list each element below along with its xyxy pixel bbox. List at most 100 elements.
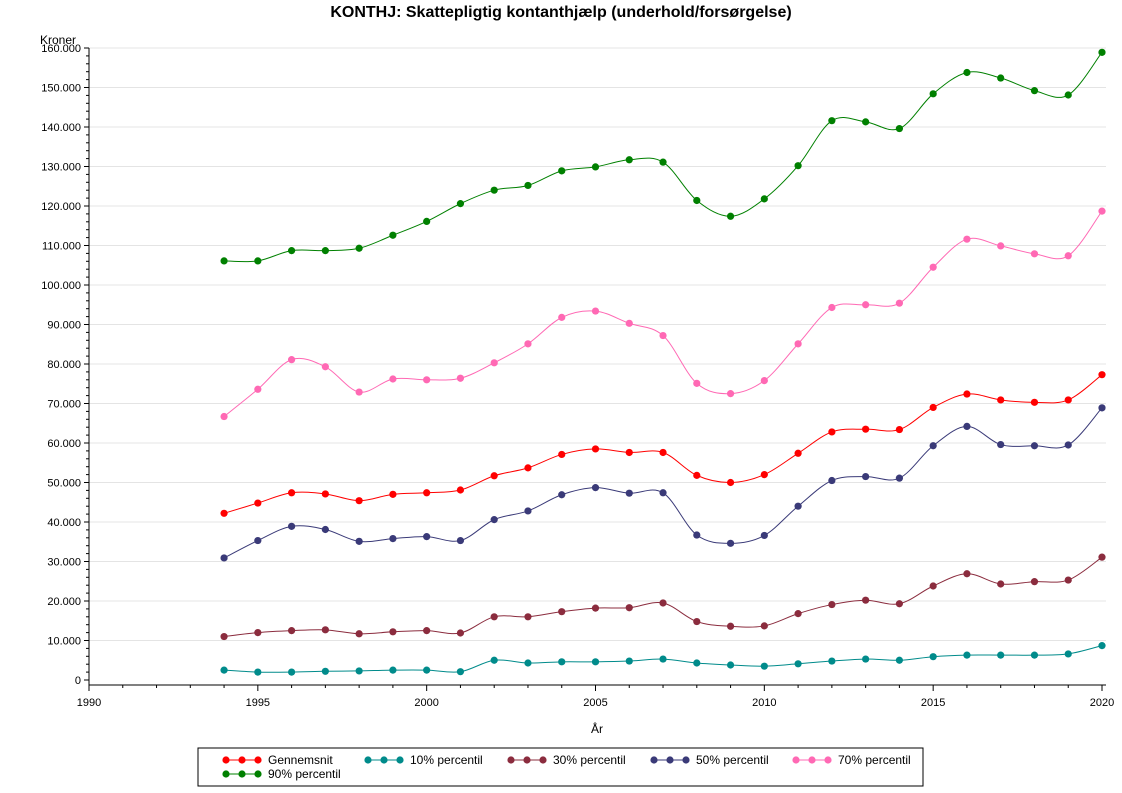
data-point bbox=[389, 231, 397, 239]
legend-marker bbox=[222, 770, 230, 778]
data-point bbox=[693, 471, 701, 479]
data-point bbox=[862, 596, 870, 604]
data-point bbox=[355, 388, 363, 396]
data-point bbox=[524, 507, 532, 515]
y-tick-label: 130.000 bbox=[41, 162, 81, 174]
data-point bbox=[423, 627, 431, 635]
data-point bbox=[794, 610, 802, 618]
data-point bbox=[254, 499, 262, 507]
legend-marker bbox=[254, 756, 262, 764]
data-point bbox=[862, 301, 870, 309]
y-tick-label: 10.000 bbox=[47, 636, 81, 648]
legend-marker bbox=[254, 770, 262, 778]
data-point bbox=[1030, 398, 1039, 406]
data-point bbox=[929, 263, 937, 271]
data-point bbox=[929, 403, 937, 412]
series-2 bbox=[220, 553, 1106, 641]
legend-marker bbox=[539, 756, 547, 764]
y-axis-label: Kroner bbox=[40, 33, 76, 47]
data-point bbox=[625, 448, 633, 457]
x-tick-label: 2010 bbox=[752, 697, 776, 709]
data-point bbox=[1030, 250, 1039, 258]
legend-marker bbox=[824, 756, 832, 764]
data-point bbox=[524, 464, 532, 472]
legend-marker bbox=[238, 756, 246, 764]
data-point bbox=[760, 376, 768, 385]
data-point bbox=[659, 655, 667, 663]
data-point bbox=[1064, 576, 1072, 584]
data-point bbox=[389, 490, 397, 498]
data-point bbox=[254, 668, 262, 676]
data-point bbox=[760, 622, 768, 630]
data-point bbox=[490, 359, 498, 367]
data-point bbox=[490, 516, 498, 524]
data-point bbox=[929, 90, 937, 98]
series-4 bbox=[220, 207, 1106, 421]
data-point bbox=[423, 533, 431, 541]
y-tick-label: 40.000 bbox=[47, 517, 81, 529]
data-point bbox=[693, 196, 701, 205]
data-point bbox=[625, 657, 633, 665]
data-point bbox=[794, 449, 802, 457]
data-point bbox=[1030, 87, 1039, 95]
series-5 bbox=[220, 48, 1106, 265]
data-point bbox=[963, 422, 971, 431]
data-point bbox=[220, 257, 228, 265]
legend-marker bbox=[380, 756, 388, 764]
legend-item: 30% percentil bbox=[507, 753, 626, 767]
legend-marker bbox=[682, 756, 690, 764]
legend-marker bbox=[238, 770, 246, 778]
data-point bbox=[1098, 48, 1106, 56]
data-point bbox=[794, 162, 802, 170]
data-point bbox=[1064, 441, 1072, 449]
data-point bbox=[321, 667, 329, 675]
y-tick-label: 80.000 bbox=[47, 359, 81, 371]
data-point bbox=[220, 412, 228, 421]
data-point bbox=[355, 497, 363, 505]
data-point bbox=[254, 629, 262, 637]
data-point bbox=[997, 242, 1005, 250]
x-ticks: 1990 1995 2000 2005 2010 2015 2020 bbox=[77, 685, 1114, 709]
legend-marker bbox=[666, 756, 674, 764]
data-point bbox=[558, 491, 566, 499]
data-point bbox=[895, 600, 904, 608]
data-point bbox=[490, 472, 498, 480]
data-point bbox=[625, 604, 633, 612]
y-tick-label: 90.000 bbox=[47, 320, 81, 332]
data-point bbox=[828, 600, 836, 609]
data-point bbox=[490, 186, 498, 194]
y-tick-label: 120.000 bbox=[41, 201, 81, 213]
data-point bbox=[963, 235, 971, 243]
data-point bbox=[558, 608, 566, 616]
data-point bbox=[456, 374, 465, 382]
data-point bbox=[220, 554, 228, 562]
data-point bbox=[963, 68, 971, 77]
y-tick-label: 20.000 bbox=[47, 596, 81, 608]
data-point bbox=[456, 486, 465, 494]
data-point bbox=[1098, 642, 1106, 650]
data-point bbox=[1030, 442, 1039, 450]
data-point bbox=[659, 158, 667, 166]
series-3 bbox=[220, 404, 1106, 562]
data-point bbox=[490, 613, 498, 621]
data-point bbox=[862, 425, 870, 433]
data-point bbox=[355, 667, 363, 675]
data-point bbox=[456, 200, 465, 208]
legend-label: 90% percentil bbox=[268, 767, 341, 781]
y-tick-label: 140.000 bbox=[41, 122, 81, 134]
data-point bbox=[794, 660, 802, 668]
data-point bbox=[321, 525, 329, 534]
legend-marker bbox=[396, 756, 404, 764]
data-point bbox=[423, 666, 431, 674]
data-point bbox=[760, 662, 768, 670]
data-point bbox=[963, 570, 971, 578]
data-point bbox=[490, 656, 498, 664]
data-point bbox=[558, 313, 566, 321]
data-point bbox=[760, 195, 768, 203]
data-point bbox=[862, 472, 870, 481]
legend-box bbox=[197, 747, 924, 787]
data-point bbox=[389, 534, 397, 543]
data-point bbox=[288, 247, 296, 255]
legend-marker bbox=[507, 756, 515, 764]
data-point bbox=[1030, 578, 1039, 586]
